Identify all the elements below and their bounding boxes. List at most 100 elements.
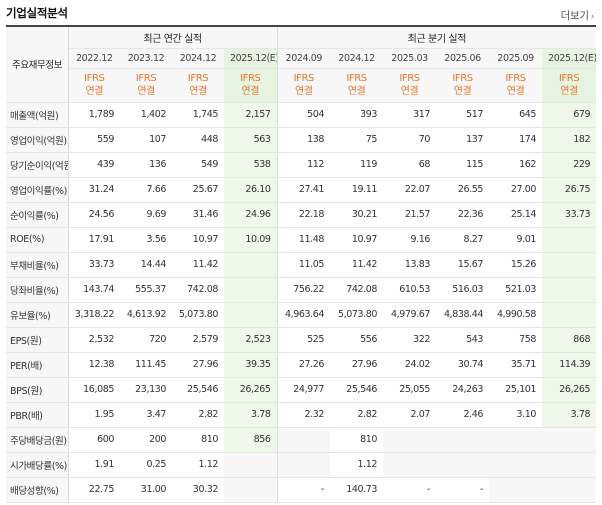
table-cell: 31.00	[120, 477, 172, 503]
table-cell: 24.02	[383, 352, 437, 378]
table-cell: 26,265	[542, 377, 597, 403]
table-cell: 68	[383, 152, 437, 178]
table-cell	[224, 302, 278, 328]
table-cell: 25,055	[383, 377, 437, 403]
annual-group-header: 최근 연간 실적	[68, 25, 278, 49]
table-row: 부채비율(%) 33.73 14.44 11.42 11.05 11.42 13.83 15.…	[6, 251, 597, 278]
table-cell: 2,579	[172, 326, 224, 353]
table-cell: 174	[489, 127, 543, 153]
table-row: 유보율(%) 3,318.22 4,613.92 5,073.80 4,963.64 5,…	[6, 302, 597, 328]
table-cell: 23,130	[120, 377, 172, 403]
table-cell	[542, 477, 597, 503]
table-cell: 22.07	[383, 176, 437, 203]
accounting-basis-header: IFRS 연결	[436, 68, 490, 103]
table-cell: 4,990.58	[489, 302, 543, 328]
table-row: 순이익률(%) 24.56 9.69 31.46 24.96 22.18 30.21 21.5…	[6, 202, 597, 228]
accounting-basis-header: IFRS 연결	[383, 68, 437, 103]
table-cell: 30.21	[330, 202, 384, 228]
table-cell: 1.91	[68, 452, 120, 478]
table-cell: -	[383, 477, 437, 503]
period-header: 2023.12	[120, 48, 172, 69]
table-cell: 1,402	[120, 102, 172, 128]
page-title: 기업실적분석	[6, 6, 68, 20]
table-cell: 4,963.64	[277, 302, 331, 328]
table-cell: 11.42	[172, 251, 224, 278]
row-label: BPS(원)	[6, 377, 69, 403]
table-cell	[224, 477, 278, 503]
table-cell: 33.73	[68, 251, 120, 278]
table-cell: 39.35	[224, 352, 278, 378]
table-cell: 2,523	[224, 326, 278, 353]
table-cell: 2.82	[330, 402, 384, 428]
table-cell: 22.18	[277, 202, 331, 228]
table-cell	[542, 277, 597, 303]
table-cell: 720	[120, 326, 172, 353]
table-cell: 856	[224, 426, 278, 453]
table-cell: 70	[383, 127, 437, 153]
table-cell: 22.36	[436, 202, 490, 228]
table-cell: 504	[277, 102, 331, 128]
table-cell: 10.97	[330, 227, 384, 253]
table-cell: 2.32	[277, 402, 331, 428]
table-cell: 758	[489, 326, 543, 353]
table-cell: 111.45	[120, 352, 172, 378]
table-cell	[436, 452, 490, 478]
table-cell: 3.78	[224, 402, 278, 428]
table-row: 영업이익률(%) 31.24 7.66 25.67 26.10 27.41 19.11 22.…	[6, 176, 597, 203]
table-cell: 114.39	[542, 352, 597, 378]
table-cell: 31.24	[68, 176, 120, 203]
table-cell: 317	[383, 102, 437, 128]
table-cell: 1.12	[330, 452, 384, 478]
table-cell	[224, 251, 278, 278]
row-label: 영업이익률(%)	[6, 176, 69, 203]
table-cell: 810	[172, 426, 224, 453]
table-cell: 868	[542, 326, 597, 353]
table-cell: 549	[172, 152, 224, 178]
table-cell: 756.22	[277, 277, 331, 303]
table-row: 매출액(억원) 1,789 1,402 1,745 2,157 504 393 317 517 6…	[6, 102, 597, 128]
header-group-row: 주요재무정보 최근 연간 실적 최근 분기 실적	[6, 25, 597, 103]
row-label: 순이익률(%)	[6, 202, 69, 228]
table-cell	[277, 452, 331, 478]
more-link[interactable]: 더보기 ›	[561, 8, 595, 23]
table-cell: 137	[436, 127, 490, 153]
table-cell: 14.44	[120, 251, 172, 278]
table-cell: 0.25	[120, 452, 172, 478]
table-cell: 25,546	[330, 377, 384, 403]
period-header: 2025.12(E)	[224, 48, 278, 69]
table-cell: 26.10	[224, 176, 278, 203]
basis-header-row: IFRS 연결 IFRS 연결 IFRS 연결 IFRS 연결 IFRS 연결 IFRS 연결 IFRS…	[6, 68, 597, 103]
table-cell: 30.32	[172, 477, 224, 503]
table-cell: 15.67	[436, 251, 490, 278]
table-cell: 563	[224, 127, 278, 153]
table-cell: 25,101	[489, 377, 543, 403]
period-header: 2024.12	[172, 48, 224, 69]
table-cell	[542, 426, 597, 453]
accounting-basis-header: IFRS 연결	[542, 68, 597, 103]
table-cell: 1,789	[68, 102, 120, 128]
accounting-basis-header: IFRS 연결	[489, 68, 543, 103]
table-cell: 11.42	[330, 251, 384, 278]
table-cell: 679	[542, 102, 597, 128]
table-row: PBR(배) 1.95 3.47 2.82 3.78 2.32 2.82 2.07 2.46 3.…	[6, 402, 597, 428]
table-cell: 31.46	[172, 202, 224, 228]
period-header: 2025.06	[436, 48, 490, 69]
table-cell: 2,532	[68, 326, 120, 353]
period-header: 2022.12	[68, 48, 120, 69]
table-cell: 742.08	[330, 277, 384, 303]
table-cell: 25.14	[489, 202, 543, 228]
table-cell: 112	[277, 152, 331, 178]
table-cell: 2.82	[172, 402, 224, 428]
row-label: 배당성향(%)	[6, 477, 69, 503]
table-row: PER(배) 12.38 111.45 27.96 39.35 27.26 27.96 24.…	[6, 352, 597, 378]
table-row: BPS(원) 16,085 23,130 25,546 26,265 24,977 25,5…	[6, 377, 597, 403]
table-cell: 138	[277, 127, 331, 153]
table-cell: 33.73	[542, 202, 597, 228]
table-cell: 517	[436, 102, 490, 128]
row-header-label: 주요재무정보	[6, 25, 69, 103]
table-cell: 136	[120, 152, 172, 178]
table-cell: 9.69	[120, 202, 172, 228]
table-cell: 4,838.44	[436, 302, 490, 328]
table-cell: 556	[330, 326, 384, 353]
table-cell: 2.07	[383, 402, 437, 428]
